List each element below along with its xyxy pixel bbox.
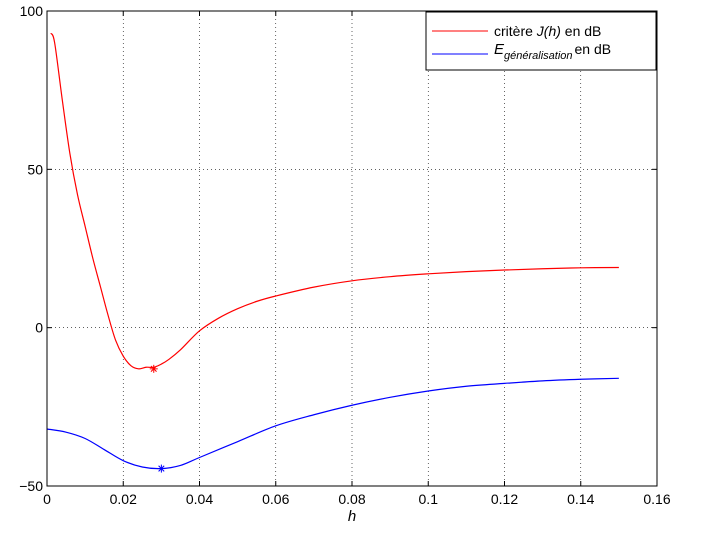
legend-entry-criterion: critère J(h) en dB (494, 23, 601, 39)
series-line-generalisation (46, 377, 619, 470)
x-tick-label: 0.08 (338, 491, 365, 507)
legend-generalisation-main: E (494, 41, 505, 58)
minimum-marker-generalisation (157, 464, 166, 473)
x-tick-label: 0.06 (262, 491, 289, 507)
x-tick-label: 0.04 (186, 491, 213, 507)
x-tick-label: 0.14 (567, 491, 594, 507)
legend-generalisation-sub: généralisation (504, 50, 573, 62)
x-tick-label: 0.12 (491, 491, 518, 507)
legend: critère J(h) en dB Egénéralisation en dB (425, 11, 657, 71)
axis-ticks: 0 0.02 0.04 0.06 0.08 0.1 0.12 0.14 0.16−5005010… (19, 3, 671, 507)
y-tick-label: 0 (35, 320, 43, 336)
legend-criterion-pre: critère (494, 23, 537, 39)
marker-stroke (158, 465, 165, 472)
y-tick-label: 100 (20, 3, 44, 19)
marker-stroke (150, 365, 157, 372)
x-tick-label: 0 (43, 491, 51, 507)
minimum-marker-criterion (149, 364, 158, 373)
series-lines (46, 32, 619, 473)
y-tick-label: −50 (19, 478, 43, 494)
x-tick-label: 0.02 (110, 491, 137, 507)
plot-frame (46, 10, 658, 487)
x-axis-label: h (348, 508, 356, 525)
series-line-criterion (50, 32, 619, 370)
legend-criterion-post: en dB (561, 23, 601, 39)
legend-box (425, 11, 657, 71)
legend-generalisation-post: en dB (575, 41, 612, 57)
x-tick-label: 0.1 (419, 491, 439, 507)
x-tick-label: 0.16 (643, 491, 670, 507)
grid-lines (47, 11, 657, 486)
legend-entry-generalisation: Egénéralisation en dB (494, 41, 611, 62)
legend-criterion-italic: J(h) (536, 23, 561, 39)
y-tick-label: 50 (27, 161, 43, 177)
